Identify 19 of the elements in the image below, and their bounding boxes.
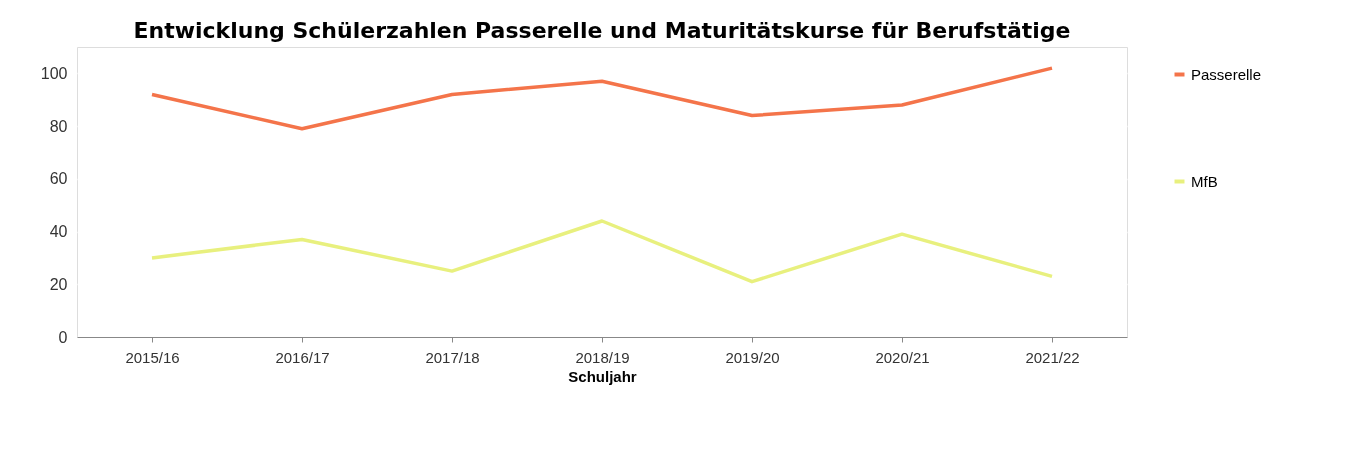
x-tick-label: 2019/20 (725, 348, 780, 366)
line-series (150, 219, 1054, 284)
x-tick-label: 2018/19 (575, 348, 630, 366)
x-tick-label: 2020/21 (875, 348, 930, 366)
y-tick-label: 20 (49, 275, 68, 293)
y-tick-label: 100 (40, 64, 68, 82)
chart-title: Entwicklung Schülerzahlen Passerelle und Maturitätskurse für Berufstätige (133, 18, 1071, 43)
x-tick-label: 2017/18 (425, 348, 480, 366)
y-tick-label: 80 (49, 117, 68, 135)
legend-label: MfB (1191, 172, 1218, 190)
x-axis-title: Schuljahr (568, 367, 637, 385)
x-tick-label: 2016/17 (275, 348, 330, 366)
x-tick-label: 2015/16 (125, 348, 180, 366)
x-tick-label: 2021/22 (1025, 348, 1080, 366)
line-series (150, 66, 1054, 131)
y-tick-label: 60 (49, 170, 68, 188)
legend-label: Passerelle (1191, 65, 1262, 83)
y-tick-label: 40 (49, 223, 68, 241)
y-tick-label: 0 (58, 328, 68, 346)
